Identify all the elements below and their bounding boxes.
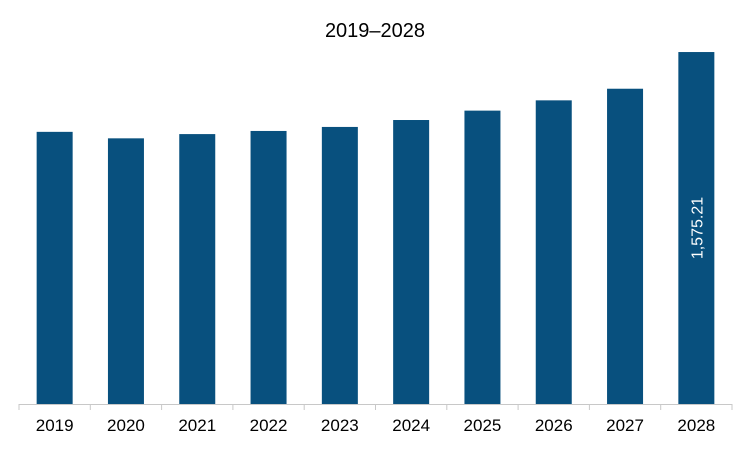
bar-2027 [607,88,644,405]
bar-2024 [393,120,430,405]
x-tick-label-2028: 2028 [677,416,715,435]
data-labels-group: 1,575.21 [689,197,706,259]
x-tick-label-2025: 2025 [464,416,502,435]
x-axis-tick-labels: 2019 2020 2021 2022 2023 2024 2025 2026 2027 2028 [36,416,716,435]
x-tick-label-2020: 2020 [107,416,145,435]
x-tick-label-2021: 2021 [178,416,216,435]
bar-2023 [321,126,358,404]
bar-2021 [179,134,216,404]
x-tick-label-2022: 2022 [250,416,288,435]
x-tick-label-2019: 2019 [36,416,74,435]
bar-2028 [678,52,715,405]
x-tick-label-2024: 2024 [392,416,430,435]
x-tick-label-2023: 2023 [321,416,359,435]
bars-group [36,52,715,405]
data-label-2028: 1,575.21 [689,197,706,259]
bar-2026 [535,100,572,404]
bar-2020 [107,138,144,404]
bar-2022 [250,130,287,404]
x-axis-ticks [18,404,733,410]
x-tick-label-2027: 2027 [606,416,644,435]
bar-2025 [464,110,501,405]
chart-title: 2019–2028 [325,20,425,42]
x-tick-label-2026: 2026 [535,416,573,435]
bar-2019 [36,131,73,404]
